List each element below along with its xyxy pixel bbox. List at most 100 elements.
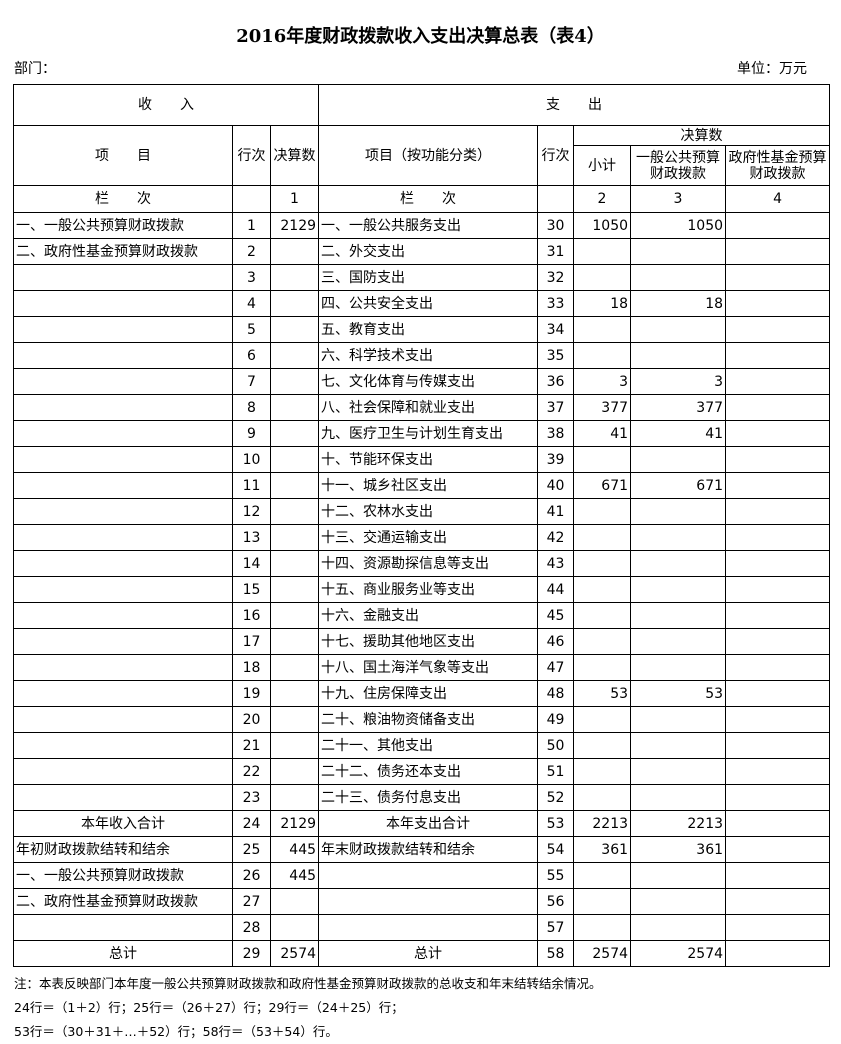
cell: 十六、金融支出	[318, 602, 539, 629]
data-row: 6 六、科学技术支出 35	[13, 342, 831, 369]
cell	[269, 732, 320, 759]
cell: 3	[630, 368, 727, 395]
data-row: 4 四、公共安全支出 33 18 18	[13, 290, 831, 317]
cell: 34	[537, 316, 575, 343]
cell: 671	[573, 472, 632, 499]
cell	[725, 472, 831, 499]
cell	[573, 914, 632, 941]
cell: 4	[232, 290, 271, 317]
cell	[630, 732, 727, 759]
header-cell: 一般公共预算财政拨款	[630, 145, 727, 186]
header-cell: 小计	[573, 145, 632, 186]
cell: 21	[232, 732, 271, 759]
cell: 41	[573, 420, 632, 447]
cell	[573, 342, 632, 369]
cell	[13, 602, 233, 629]
cell	[630, 888, 727, 915]
cell: 28	[232, 914, 271, 941]
cell: 年末财政拨款结转和结余	[318, 836, 539, 863]
cell	[725, 810, 831, 837]
cell: 671	[630, 472, 727, 499]
cell	[13, 706, 233, 733]
cell	[725, 394, 831, 421]
cell: 12	[232, 498, 271, 525]
cell: 361	[573, 836, 632, 863]
notes: 注：本表反映部门本年度一般公共预算财政拨款和政府性基金预算财政拨款的总收支和年末…	[14, 972, 602, 1044]
data-row: 10 十、节能环保支出 39	[13, 446, 831, 473]
cell: 57	[537, 914, 575, 941]
data-row: 一、一般公共预算财政拨款 1 2129 一、一般公共服务支出 30 1050 1050	[13, 212, 831, 239]
cell	[13, 914, 233, 941]
cell: 15	[232, 576, 271, 603]
cell	[630, 914, 727, 941]
cell	[318, 888, 539, 915]
header-cell: 2	[573, 185, 632, 213]
data-row: 8 八、社会保障和就业支出 37 377 377	[13, 394, 831, 421]
note: 24行＝（1＋2）行；25行＝（26＋27）行；29行＝（24＋25）行；	[14, 1000, 404, 1015]
cell	[573, 602, 632, 629]
data-row: 7 七、文化体育与传媒支出 36 3 3	[13, 368, 831, 395]
data-row: 本年收入合计 24 2129 本年支出合计 53 2213 2213	[13, 810, 831, 837]
data-row: 15 十五、商业服务业等支出 44	[13, 576, 831, 603]
cell: 377	[630, 394, 727, 421]
header-cell: 行次	[537, 125, 575, 186]
cell	[269, 342, 320, 369]
cell: 18	[232, 654, 271, 681]
cell: 本年支出合计	[318, 810, 539, 837]
cell: 2	[232, 238, 271, 265]
cell: 十二、农林水支出	[318, 498, 539, 525]
cell	[725, 342, 831, 369]
cell	[630, 550, 727, 577]
cell: 26	[232, 862, 271, 889]
cell: 35	[537, 342, 575, 369]
header-row: 栏 次 1 栏 次 2 3 4	[13, 185, 831, 213]
cell	[573, 576, 632, 603]
cell	[630, 238, 727, 265]
header-row: 小计 一般公共预算财政拨款 政府性基金预算财政拨款	[14, 145, 831, 186]
cell	[269, 472, 320, 499]
header-cell: 项 目	[13, 125, 233, 186]
cell: 52	[537, 784, 575, 811]
cell	[725, 264, 831, 291]
cell: 年初财政拨款结转和结余	[13, 836, 233, 863]
header-cell: 政府性基金预算财政拨款	[725, 145, 831, 186]
cell: 1050	[573, 212, 632, 239]
cell: 445	[269, 836, 320, 863]
cell: 36	[537, 368, 575, 395]
cell	[269, 316, 320, 343]
data-row: 9 九、医疗卫生与计划生育支出 38 41 41	[13, 420, 831, 447]
cell	[318, 862, 539, 889]
cell: 七、文化体育与传媒支出	[318, 368, 539, 395]
cell: 51	[537, 758, 575, 785]
cell	[573, 238, 632, 265]
cell	[269, 524, 320, 551]
cell	[13, 732, 233, 759]
data-row: 总计 29 2574 总计 58 2574 2574	[13, 940, 831, 967]
cell	[630, 784, 727, 811]
cell	[573, 732, 632, 759]
data-row: 20 二十、粮油物资储备支出 49	[13, 706, 831, 733]
data-row: 19 十九、住房保障支出 48 53 53	[13, 680, 831, 707]
data-row: 22 二十二、债务还本支出 51	[13, 758, 831, 785]
cell	[269, 368, 320, 395]
cell	[13, 420, 233, 447]
cell: 一、一般公共服务支出	[318, 212, 539, 239]
cell	[573, 446, 632, 473]
cell: 25	[232, 836, 271, 863]
cell: 23	[232, 784, 271, 811]
cell: 二十一、其他支出	[318, 732, 539, 759]
cell	[269, 290, 320, 317]
cell	[13, 316, 233, 343]
cell	[725, 290, 831, 317]
cell: 2574	[573, 940, 632, 967]
cell: 31	[537, 238, 575, 265]
cell: 54	[537, 836, 575, 863]
cell: 49	[537, 706, 575, 733]
budget-table: 收 入 支 出 项 目 行次 决算数 项目（按功能分类） 行次 决算数 小计 一…	[12, 84, 831, 967]
cell	[725, 602, 831, 629]
cell	[269, 602, 320, 629]
cell	[725, 550, 831, 577]
cell	[269, 628, 320, 655]
cell	[725, 628, 831, 655]
